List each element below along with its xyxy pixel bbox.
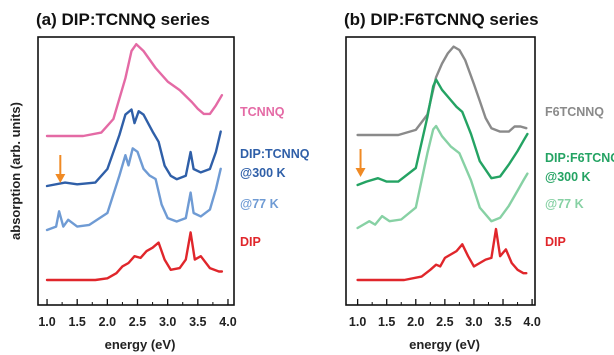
- panel-b: (b) DIP:F6TCNNQ series 1.0 1.5 2.0 2.5 3.0 3.5…: [344, 10, 614, 352]
- panel-title: (a) DIP:TCNNQ series: [36, 10, 210, 29]
- x-tick-label: 1.0: [349, 315, 366, 329]
- series-line: [356, 227, 528, 282]
- series-label: @300 K: [240, 166, 286, 180]
- panel-title: (b) DIP:F6TCNNQ series: [344, 10, 539, 29]
- x-tick-label: 3.0: [465, 315, 482, 329]
- x-axis-label: energy (eV): [105, 337, 176, 352]
- plot-frame: [345, 36, 536, 306]
- series-label: @77 K: [240, 197, 279, 211]
- x-tick-label: 3.0: [159, 315, 176, 329]
- x-tick-label: 2.5: [129, 315, 146, 329]
- y-axis-label: absorption (arb. units): [8, 102, 23, 240]
- panel-a: (a) DIP:TCNNQ series 1.0 1.5 2.0 2.5 3.0 3.5 4.…: [8, 10, 310, 352]
- x-tick-label: 1.5: [69, 315, 86, 329]
- x-tick-label: 3.5: [494, 315, 511, 329]
- plot-frame: [37, 36, 235, 306]
- series-label: F6TCNNQ: [545, 105, 604, 119]
- x-tick-label: 2.0: [407, 315, 424, 329]
- x-axis-label: energy (eV): [409, 337, 480, 352]
- series-label: TCNNQ: [240, 105, 285, 119]
- series-label: DIP: [545, 235, 566, 249]
- series-line: [356, 124, 529, 230]
- series-line: [356, 78, 529, 187]
- series-line: [45, 231, 224, 282]
- x-tick-label: 2.0: [99, 315, 116, 329]
- x-tick-label: 1.0: [38, 315, 55, 329]
- series-label: DIP:TCNNQ: [240, 147, 310, 161]
- x-tick-label: 2.5: [436, 315, 453, 329]
- arrow-marker-head: [355, 168, 366, 177]
- series-label: DIP: [240, 235, 261, 249]
- x-tick-label: 1.5: [378, 315, 395, 329]
- series-label: @300 K: [545, 170, 591, 184]
- arrow-marker-head: [55, 174, 66, 183]
- x-tick-label: 3.5: [189, 315, 206, 329]
- series-label: DIP:F6TCNQ: [545, 151, 614, 165]
- x-tick-label: 4.0: [219, 315, 236, 329]
- series-label: @77 K: [545, 197, 584, 211]
- series-line: [45, 108, 222, 188]
- series-line: [45, 147, 222, 232]
- series-line: [45, 43, 224, 138]
- x-tick-label: 4.0: [523, 315, 540, 329]
